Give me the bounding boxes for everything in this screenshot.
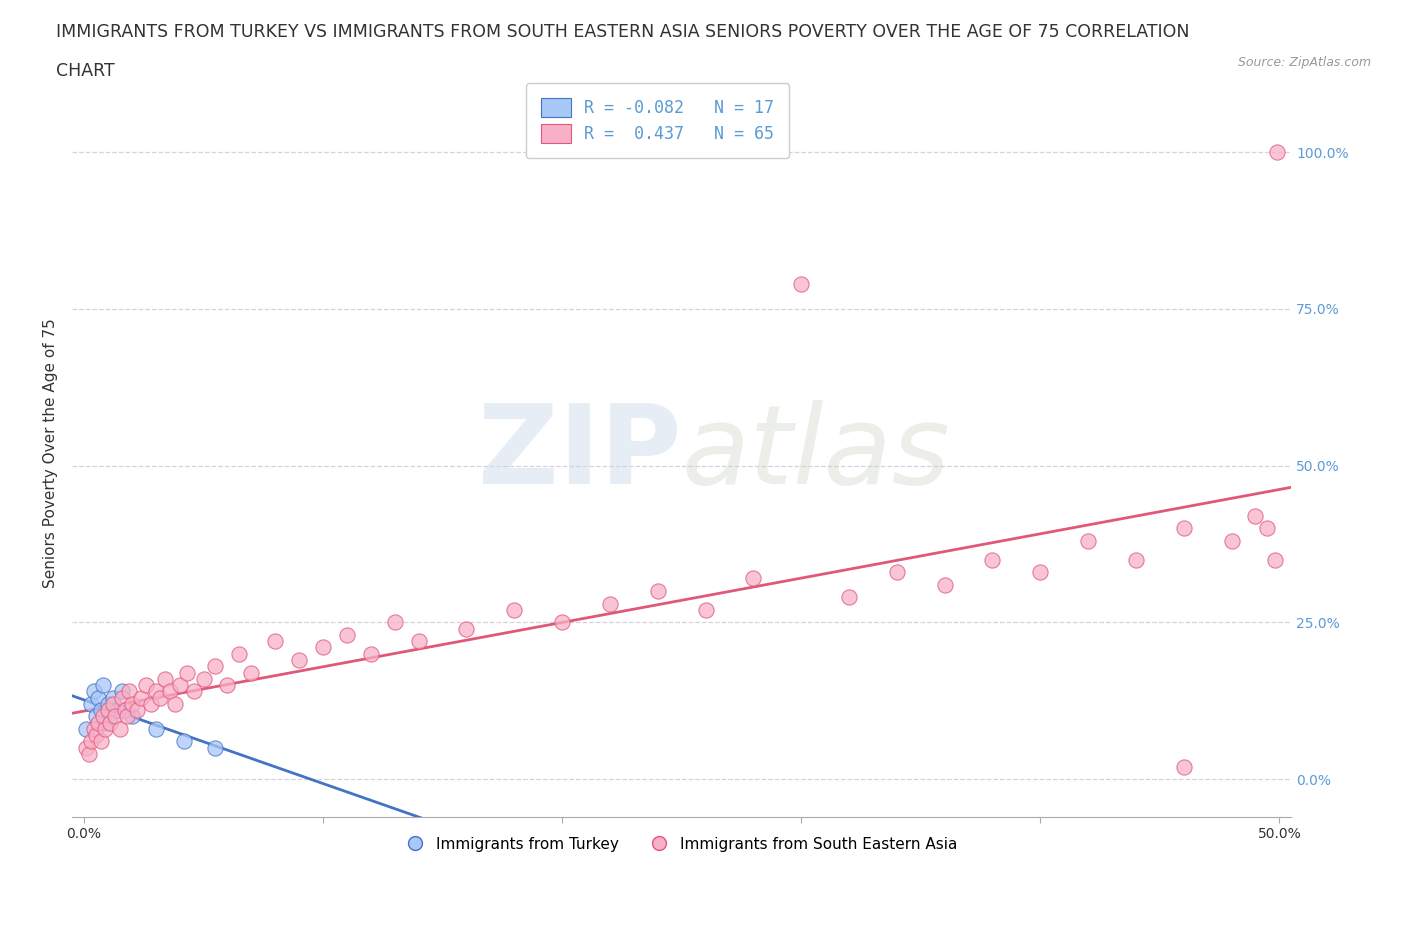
Point bbox=[114, 703, 136, 718]
Point bbox=[91, 678, 114, 693]
Point bbox=[139, 697, 162, 711]
Point bbox=[228, 646, 250, 661]
Point bbox=[695, 603, 717, 618]
Text: atlas: atlas bbox=[682, 400, 950, 507]
Point bbox=[204, 658, 226, 673]
Point bbox=[742, 571, 765, 586]
Point bbox=[204, 740, 226, 755]
Point bbox=[97, 697, 120, 711]
Point bbox=[135, 678, 157, 693]
Point bbox=[183, 684, 205, 698]
Point bbox=[80, 697, 103, 711]
Point bbox=[91, 709, 114, 724]
Point bbox=[155, 671, 177, 686]
Point bbox=[647, 583, 669, 598]
Point bbox=[1173, 521, 1195, 536]
Point bbox=[98, 715, 121, 730]
Point bbox=[1125, 552, 1147, 567]
Point bbox=[163, 697, 186, 711]
Point bbox=[384, 615, 406, 630]
Point bbox=[503, 603, 526, 618]
Text: Source: ZipAtlas.com: Source: ZipAtlas.com bbox=[1237, 56, 1371, 69]
Point bbox=[981, 552, 1004, 567]
Point bbox=[1077, 534, 1099, 549]
Point bbox=[1264, 552, 1286, 567]
Point bbox=[84, 728, 107, 743]
Y-axis label: Seniors Poverty Over the Age of 75: Seniors Poverty Over the Age of 75 bbox=[44, 318, 58, 588]
Point bbox=[87, 690, 110, 705]
Point bbox=[98, 709, 121, 724]
Point bbox=[790, 276, 813, 291]
Point bbox=[121, 709, 143, 724]
Point bbox=[1220, 534, 1243, 549]
Point bbox=[145, 684, 167, 698]
Point bbox=[1173, 759, 1195, 774]
Point bbox=[104, 709, 127, 724]
Point bbox=[288, 653, 311, 668]
Point bbox=[80, 734, 103, 749]
Text: ZIP: ZIP bbox=[478, 400, 682, 507]
Point bbox=[149, 690, 172, 705]
Point bbox=[456, 621, 478, 636]
Point bbox=[94, 722, 117, 737]
Point bbox=[115, 709, 138, 724]
Point bbox=[97, 703, 120, 718]
Point bbox=[108, 722, 131, 737]
Point bbox=[83, 684, 105, 698]
Legend: Immigrants from Turkey, Immigrants from South Eastern Asia: Immigrants from Turkey, Immigrants from … bbox=[398, 829, 966, 860]
Point bbox=[1244, 509, 1267, 524]
Point bbox=[101, 690, 124, 705]
Text: IMMIGRANTS FROM TURKEY VS IMMIGRANTS FROM SOUTH EASTERN ASIA SENIORS POVERTY OVE: IMMIGRANTS FROM TURKEY VS IMMIGRANTS FRO… bbox=[56, 23, 1189, 41]
Point bbox=[118, 684, 141, 698]
Point bbox=[551, 615, 574, 630]
Point bbox=[125, 703, 148, 718]
Point bbox=[173, 734, 195, 749]
Point bbox=[599, 596, 621, 611]
Point bbox=[408, 633, 430, 648]
Point bbox=[111, 690, 134, 705]
Point bbox=[240, 665, 263, 680]
Point bbox=[1256, 521, 1278, 536]
Point bbox=[264, 633, 287, 648]
Point bbox=[107, 703, 129, 718]
Point bbox=[131, 690, 153, 705]
Point bbox=[336, 628, 359, 643]
Point bbox=[90, 734, 112, 749]
Point bbox=[111, 684, 134, 698]
Point bbox=[169, 678, 191, 693]
Point bbox=[159, 684, 181, 698]
Point bbox=[77, 747, 100, 762]
Point bbox=[75, 722, 97, 737]
Point bbox=[145, 722, 167, 737]
Point bbox=[90, 703, 112, 718]
Point bbox=[83, 722, 105, 737]
Point bbox=[94, 715, 117, 730]
Point bbox=[84, 709, 107, 724]
Point bbox=[312, 640, 335, 655]
Point bbox=[193, 671, 215, 686]
Point bbox=[87, 715, 110, 730]
Point bbox=[1265, 145, 1288, 160]
Text: CHART: CHART bbox=[56, 62, 115, 80]
Point bbox=[838, 590, 860, 604]
Point bbox=[75, 740, 97, 755]
Point bbox=[934, 578, 956, 592]
Point bbox=[101, 697, 124, 711]
Point bbox=[1029, 565, 1052, 579]
Point bbox=[886, 565, 908, 579]
Point bbox=[217, 678, 239, 693]
Point bbox=[176, 665, 198, 680]
Point bbox=[360, 646, 382, 661]
Point bbox=[121, 697, 143, 711]
